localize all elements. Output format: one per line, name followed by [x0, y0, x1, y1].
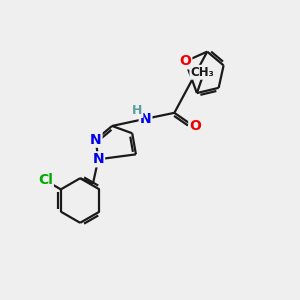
Text: N: N [140, 112, 152, 126]
Text: Cl: Cl [38, 173, 53, 188]
Text: N: N [90, 133, 101, 147]
Text: O: O [189, 118, 201, 133]
Text: N: N [92, 152, 104, 166]
Text: H: H [132, 104, 142, 117]
Text: CH₃: CH₃ [190, 66, 214, 79]
Text: O: O [179, 54, 191, 68]
